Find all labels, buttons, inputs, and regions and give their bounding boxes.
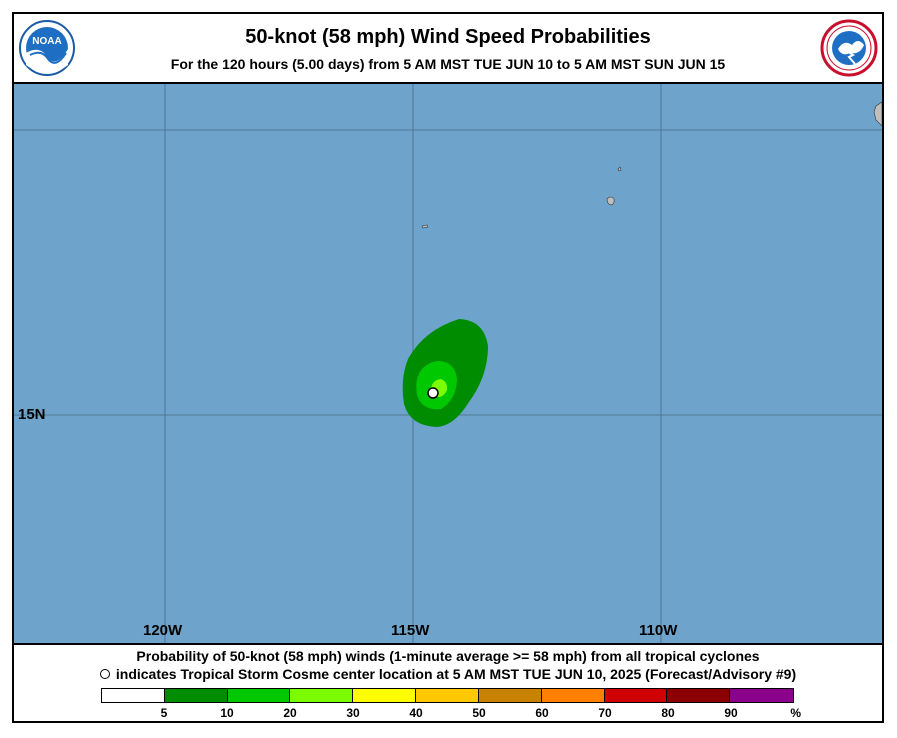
noaa-logo: NOAA [19,20,75,76]
figure-frame: NOAA 50-knot (58 mph) Wind Speed Probabi… [12,12,884,723]
map-panel: 120W 115W 110W 15N [14,84,882,643]
legend-tick-label: 30 [346,706,360,720]
lon-label-110w: 110W [639,622,678,639]
legend-swatch [730,689,793,702]
legend-tick-label: 90 [724,706,738,720]
legend-tick-label: 50 [472,706,486,720]
legend-tick-label: 80 [661,706,675,720]
legend-color-bar [101,688,794,703]
map-svg [14,84,882,643]
legend-swatch [290,689,354,702]
footer-storm-text: indicates Tropical Storm Cosme center lo… [115,666,797,682]
legend-swatch [227,689,291,702]
footer: Probability of 50-knot (58 mph) winds (1… [14,643,882,721]
probability-legend: 5 10 20 30 40 50 60 70 80 90 % [101,688,801,720]
legend-swatch [416,689,479,702]
page-title: 50-knot (58 mph) Wind Speed Probabilitie… [245,26,651,48]
legend-swatch [102,689,165,702]
lat-label-15n: 15N [18,406,46,423]
storm-center-legend-icon [99,669,110,680]
legend-tick-label: 10 [220,706,234,720]
storm-center-circle [427,387,439,399]
legend-swatch [478,689,542,702]
footer-storm-note: indicates Tropical Storm Cosme center lo… [14,666,882,682]
legend-tick-label: 20 [283,706,297,720]
island-socorro [606,196,615,206]
footer-description: Probability of 50-knot (58 mph) winds (1… [136,648,760,664]
legend-swatch [164,689,228,702]
page-subtitle: For the 120 hours (5.00 days) from 5 AM … [170,56,726,72]
land-mainland-edge [873,101,882,127]
lon-label-115w: 115W [391,622,430,639]
legend-swatch [667,689,731,702]
legend-unit: % [790,706,801,720]
legend-tick-label: 5 [160,706,168,720]
island-clarion [421,224,429,229]
legend-tick-label: 70 [598,706,612,720]
legend-tick-label: 60 [535,706,549,720]
legend-swatch [604,689,668,702]
island-san-benedicto [617,166,622,172]
legend-tick-label: 40 [409,706,423,720]
national-weather-service-logo [820,19,878,77]
legend-swatch [353,689,417,702]
header: NOAA 50-knot (58 mph) Wind Speed Probabi… [14,14,882,84]
svg-text:NOAA: NOAA [32,36,61,47]
legend-swatch [541,689,605,702]
lon-label-120w: 120W [143,622,183,639]
